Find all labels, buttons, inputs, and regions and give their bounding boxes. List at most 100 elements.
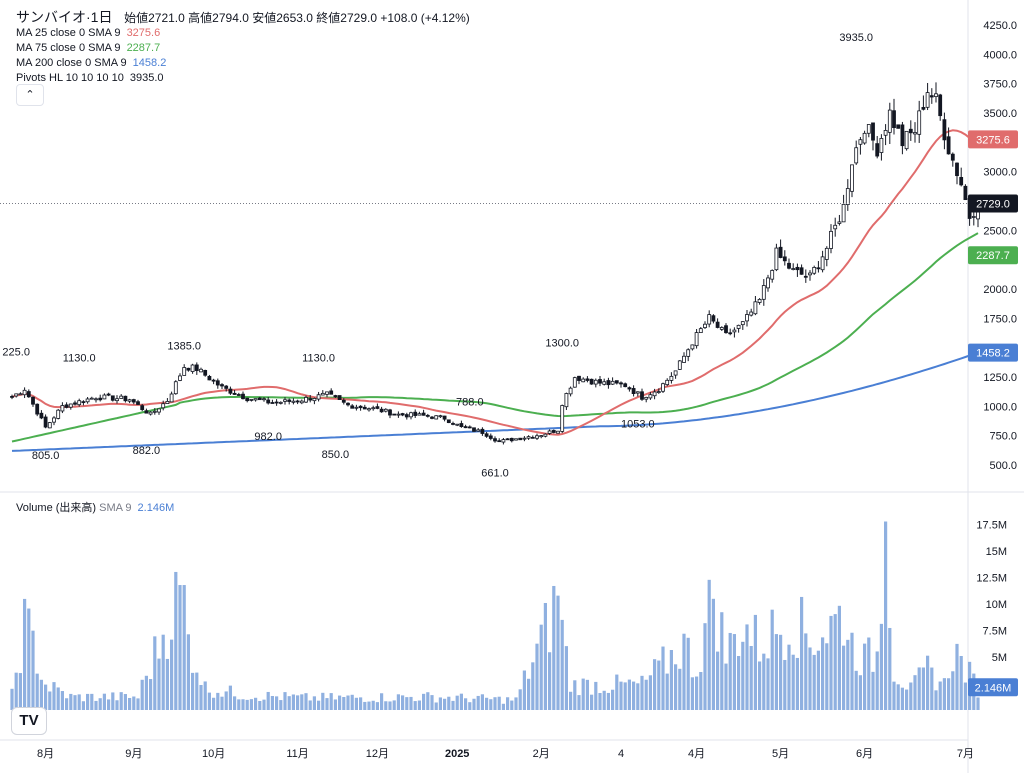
volume-bar [795,657,799,710]
candle-body [127,399,132,402]
candle-body [400,413,405,416]
candle-body [598,379,602,384]
volume-bar [10,688,14,710]
volume-bar [132,696,136,710]
time-tick-label: 2025 [445,748,469,760]
volume-bar [531,662,535,710]
legend-ma25[interactable]: MA 25 close 0 SMA 9 3275.6 [16,27,161,39]
volume-bar [69,693,73,710]
volume-bar [102,693,106,710]
candle-body [81,401,86,404]
pivot-label: 1385.0 [167,340,201,352]
pivot-label: 882.0 [133,445,161,457]
candle-body [467,426,472,429]
candle-body [64,404,69,408]
volume-bar [296,695,300,710]
volume-bar [527,678,531,710]
volume-bar [951,671,955,710]
volume-bar [552,585,556,710]
volume-bar [804,633,808,710]
legend-ma75[interactable]: MA 75 close 0 SMA 9 2287.7 [16,42,161,54]
volume-bar [615,674,619,710]
candle-body [841,203,846,223]
candle-body [346,402,350,406]
price-tick-label: 1750.0 [983,313,1017,325]
volume-bar [417,700,421,710]
volume-bar [665,673,669,710]
volume-bar [497,696,501,710]
candle-body [47,422,52,429]
candle-body [148,411,153,415]
volume-bar [48,691,52,710]
candle-body [522,437,527,440]
volume-bar [52,682,56,710]
volume-bar [186,634,190,710]
volume-bar [581,678,585,710]
candle-body [379,408,384,413]
candle-body [837,221,842,224]
candle-body [152,410,157,413]
candle-body [942,119,947,141]
candle-body [367,408,371,411]
candle-body [354,406,359,409]
volume-bar [338,695,342,710]
volume-bar [39,679,43,710]
volume-bar [514,697,518,710]
candle-body [934,93,938,97]
candle-body [350,405,355,409]
candle-body [220,384,224,387]
candle-body [862,132,867,144]
time-tick-label: 4月 [688,748,705,760]
volume-bar [640,675,644,710]
symbol-name[interactable]: サンバイオ [16,9,86,25]
legend-volume[interactable]: Volume (出来高) SMA 9 2.146M [16,502,175,514]
volume-bar [123,694,127,710]
candle-body [68,403,73,408]
candle-body [73,402,77,405]
tradingview-logo[interactable]: TV [12,708,46,734]
volume-bar [716,651,720,710]
volume-bar [590,694,594,710]
candle-body [572,377,577,388]
candle-body [358,405,363,409]
candle-body [39,412,44,419]
legend-ma200[interactable]: MA 200 close 0 SMA 9 1458.2 [16,57,167,69]
time-tick-label: 12月 [366,748,389,760]
candle-body [627,387,632,390]
candle-body [652,391,657,397]
volume-bar [678,668,682,710]
candle-body [60,405,65,412]
volume-bar [191,672,195,710]
candle-body [329,390,334,395]
volume-bar [237,699,241,710]
legend-pivots[interactable]: Pivots HL 10 10 10 10 3935.0 [16,72,164,84]
candle-body [694,332,699,347]
candle-body [623,383,628,388]
candle-body [753,301,758,315]
volume-bar [942,678,946,710]
ma200-line [11,351,979,452]
candle-body [850,164,854,192]
candle-body [799,267,804,275]
axis-badge-ma75 [968,246,1018,265]
collapse-legend-button[interactable]: ⌃ [16,84,44,106]
volume-bar [401,695,405,710]
candle-body [140,405,145,410]
volume-bar [283,692,287,710]
candle-body [547,430,552,434]
volume-bar [405,697,409,710]
volume-bar [833,614,837,710]
candle-body [539,435,544,438]
volume-bar [573,680,577,710]
volume-bar [279,700,283,710]
volume-bar [413,701,417,710]
volume-bar [661,646,665,710]
ma75-line [11,232,979,443]
pivot-label: 1130.0 [63,353,96,365]
volume-bar [825,643,829,710]
interval-label[interactable]: 1日 [90,9,113,25]
candle-body [333,395,338,398]
candle-body [199,368,203,373]
candle-body [514,438,518,441]
